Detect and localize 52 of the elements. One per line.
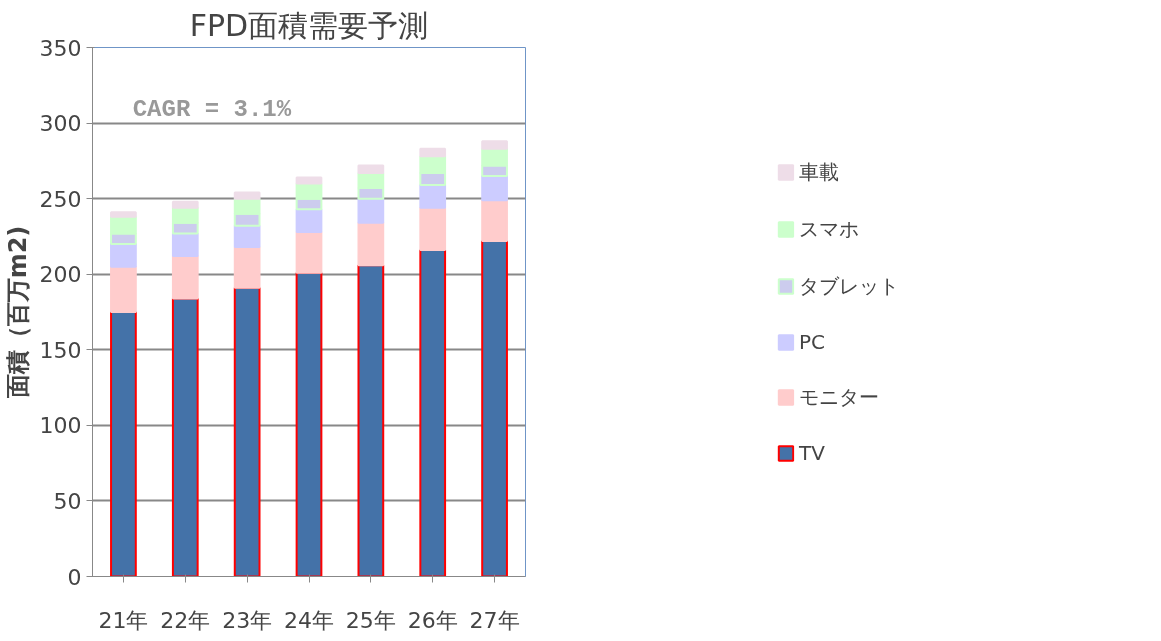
bar — [481, 239, 508, 577]
y-tick-label: 50 — [53, 488, 82, 514]
legend-label: PC — [799, 329, 826, 354]
bar — [233, 224, 261, 249]
bar — [295, 208, 323, 233]
x-tick-label: 25年 — [345, 607, 396, 633]
bar — [233, 191, 261, 200]
x-tick-label: 22年 — [160, 607, 211, 633]
bar — [233, 286, 261, 577]
bar — [110, 242, 137, 268]
y-tick-label: 350 — [39, 35, 82, 61]
legend-label: TV — [799, 440, 825, 465]
bar — [295, 271, 323, 577]
legend-label: スマホ — [799, 215, 859, 243]
bar — [481, 140, 508, 150]
annotation: CAGR = 3.1% — [132, 96, 292, 124]
bar — [171, 297, 199, 577]
y-tick-label: 300 — [39, 111, 82, 137]
bar — [357, 197, 385, 224]
chart-title: FPD面積需要予測 — [189, 7, 429, 43]
bar — [419, 249, 447, 577]
x-tick-label: 24年 — [284, 607, 334, 633]
bar — [481, 174, 508, 202]
y-tick-label: 100 — [39, 413, 82, 439]
y-tick-label: 150 — [39, 337, 82, 363]
bar — [419, 147, 447, 158]
bar — [171, 200, 199, 209]
y-tick-label: 200 — [39, 262, 82, 288]
bar — [419, 184, 447, 209]
x-tick-label: 21年 — [98, 607, 149, 633]
y-axis-title: 面積（百万m2) — [3, 225, 32, 400]
bar — [295, 176, 323, 185]
bar — [233, 246, 261, 289]
x-tick-label: 23年 — [222, 607, 273, 633]
bar — [357, 264, 385, 577]
bar — [295, 230, 323, 274]
legend-label: タブレット — [799, 272, 899, 300]
y-tick-label: 0 — [67, 564, 82, 590]
x-tick-label: 26年 — [407, 607, 458, 633]
bar — [110, 265, 137, 313]
y-tick-label: 250 — [39, 186, 82, 212]
bar — [171, 255, 199, 300]
bar — [110, 311, 137, 577]
legend-label: モニター — [799, 383, 879, 411]
bar — [357, 164, 385, 174]
bar — [357, 221, 385, 267]
bar — [481, 199, 508, 242]
bar — [171, 232, 199, 258]
x-tick-label: 27年 — [469, 607, 520, 633]
bar — [419, 206, 447, 252]
bar — [110, 211, 137, 218]
legend-label: 車載 — [799, 158, 839, 186]
